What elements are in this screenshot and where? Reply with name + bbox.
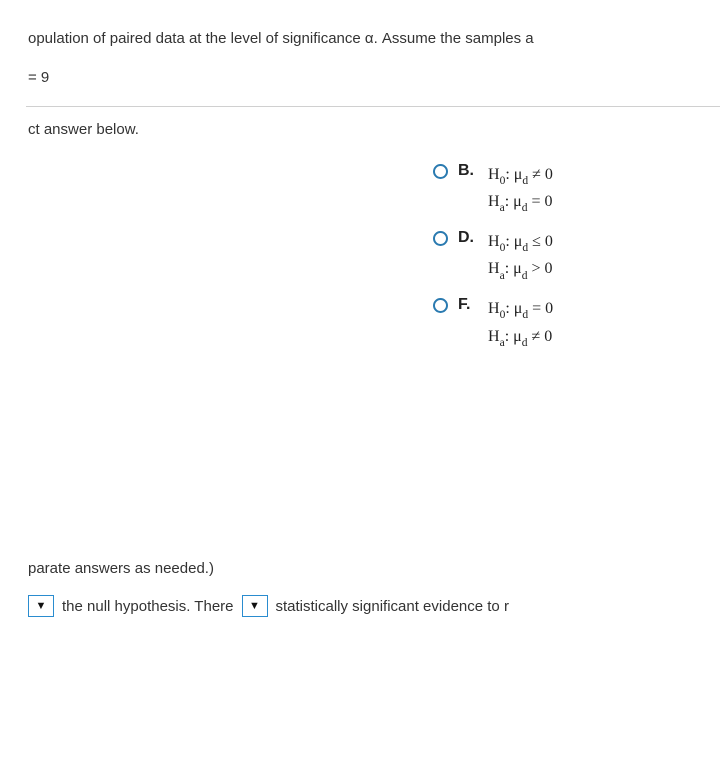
answer-prompt: ct answer below. — [28, 121, 720, 138]
fill-sentence: ▼ the null hypothesis. There ▼ statistic… — [28, 595, 509, 617]
question-text: opulation of paired data at the level of… — [28, 28, 720, 51]
option-body: H0: μd ≤ 0 Ha: μd > 0 — [488, 229, 553, 284]
option-b[interactable]: B. H0: μd ≠ 0 Ha: μd = 0 — [433, 162, 720, 217]
dropdown-2[interactable]: ▼ — [242, 595, 268, 617]
radio-icon[interactable] — [433, 164, 448, 179]
bottom-note: parate answers as needed.) — [28, 560, 509, 577]
chevron-down-icon: ▼ — [249, 601, 260, 612]
sentence-part-1: the null hypothesis. There — [62, 598, 234, 615]
divider — [26, 106, 720, 107]
sentence-part-2: statistically significant evidence to r — [276, 598, 509, 615]
chevron-down-icon: ▼ — [36, 601, 47, 612]
option-body: H0: μd = 0 Ha: μd ≠ 0 — [488, 296, 553, 351]
given-value: = 9 — [28, 69, 720, 100]
radio-icon[interactable] — [433, 231, 448, 246]
option-f[interactable]: F. H0: μd = 0 Ha: μd ≠ 0 — [433, 296, 720, 351]
option-letter: F. — [458, 296, 478, 314]
bottom-section: parate answers as needed.) ▼ the null hy… — [28, 560, 509, 617]
option-d[interactable]: D. H0: μd ≤ 0 Ha: μd > 0 — [433, 229, 720, 284]
option-letter: D. — [458, 229, 478, 247]
option-body: H0: μd ≠ 0 Ha: μd = 0 — [488, 162, 553, 217]
radio-icon[interactable] — [433, 298, 448, 313]
options-group: B. H0: μd ≠ 0 Ha: μd = 0 D. H0: μd ≤ 0 H… — [433, 162, 720, 352]
dropdown-1[interactable]: ▼ — [28, 595, 54, 617]
option-letter: B. — [458, 162, 478, 180]
